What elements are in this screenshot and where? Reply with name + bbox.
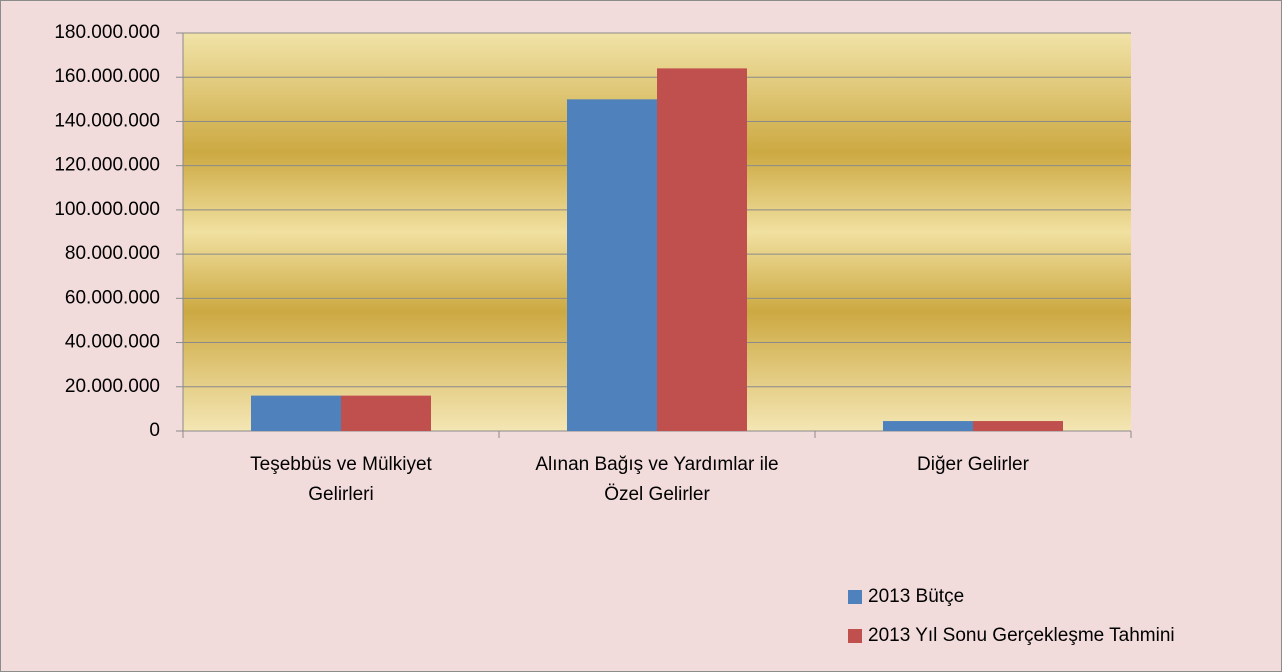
y-tick-label: 60.000.000 [65,287,160,308]
x-tick-label: Alınan Bağış ve Yardımlar ile Özel Gelir… [535,454,779,505]
y-tick-label: 80.000.000 [65,243,160,264]
bar [567,99,657,431]
y-tick-label: 180.000.000 [54,22,160,43]
bar [251,395,341,431]
bar [883,421,973,431]
y-tick-label: 40.000.000 [65,332,160,353]
legend-swatch [848,629,862,643]
y-tick-label: 160.000.000 [54,66,160,87]
legend-swatch [848,590,862,604]
y-tick-label: 140.000.000 [54,110,160,131]
x-tick-label: Teşebbüs ve Mülkiyet Gelirleri [250,454,432,505]
bar [657,68,747,431]
legend-label: 2013 Bütçe [868,586,964,607]
bar [341,395,431,431]
y-tick-label: 120.000.000 [54,155,160,176]
x-tick-label: Diğer Gelirler [917,454,1029,475]
bar [973,421,1063,431]
legend-label: 2013 Yıl Sonu Gerçekleşme Tahmini [868,625,1175,646]
y-tick-label: 100.000.000 [54,199,160,220]
y-tick-label: 0 [149,420,160,441]
y-tick-label: 20.000.000 [65,376,160,397]
